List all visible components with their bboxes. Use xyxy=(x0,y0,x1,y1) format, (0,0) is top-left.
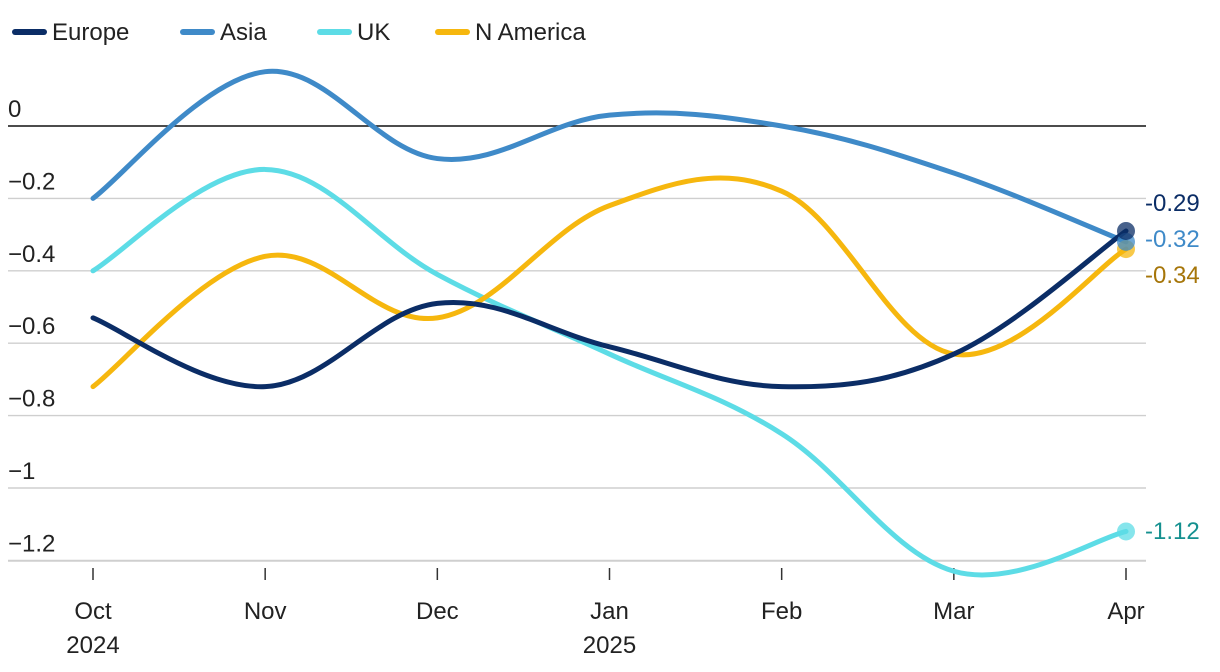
x-tick-label: Mar xyxy=(933,598,974,625)
x-year-label: 2025 xyxy=(583,632,636,659)
y-axis-ticks: 0 −0.2 −0.4 −0.6 −0.8 −1 −1.2 xyxy=(8,96,55,557)
legend-label: Europe xyxy=(52,19,129,46)
y-tick-label: −0.8 xyxy=(8,386,55,413)
legend-label: N America xyxy=(475,19,586,46)
end-labels: -0.29 -0.32 -1.12 -0.34 xyxy=(1145,190,1200,545)
end-label-uk: -1.12 xyxy=(1145,518,1200,545)
series-line-asia xyxy=(90,68,1129,245)
end-point-uk xyxy=(1117,522,1135,541)
y-tick-label: −0.2 xyxy=(8,168,55,195)
end-label-europe: -0.29 xyxy=(1145,190,1200,217)
y-tick-label: −0.4 xyxy=(8,241,55,268)
x-axis-ticks: Oct Nov Dec Jan Feb Mar Apr 2024 2025 xyxy=(66,568,1145,659)
y-tick-label: 0 xyxy=(8,96,21,123)
end-label-asia: -0.32 xyxy=(1145,226,1200,253)
y-tick-label: −0.6 xyxy=(8,313,55,340)
series-line-europe xyxy=(90,228,1129,390)
grid-lines xyxy=(8,125,1146,562)
y-tick-label: −1.2 xyxy=(8,530,55,557)
x-tick-label: Nov xyxy=(244,598,287,625)
legend-label: UK xyxy=(357,19,390,46)
legend-label: Asia xyxy=(220,19,267,46)
legend: Europe Asia UK N America xyxy=(12,19,586,46)
x-tick-label: Feb xyxy=(761,598,802,625)
legend-item-n-america: N America xyxy=(435,19,586,46)
x-tick-label: Jan xyxy=(590,598,629,625)
x-tick-label: Dec xyxy=(416,598,459,625)
x-tick-label: Apr xyxy=(1107,598,1144,625)
legend-item-uk: UK xyxy=(317,19,390,46)
end-label-n-america: -0.34 xyxy=(1145,262,1200,289)
y-tick-label: −1 xyxy=(8,458,35,485)
x-tick-label: Oct xyxy=(74,598,112,625)
end-point-europe xyxy=(1117,221,1135,240)
series-line-uk xyxy=(90,166,1129,578)
x-year-label: 2024 xyxy=(66,632,119,659)
legend-item-asia: Asia xyxy=(180,19,267,46)
series-lines xyxy=(90,68,1135,578)
legend-item-europe: Europe xyxy=(12,19,129,46)
